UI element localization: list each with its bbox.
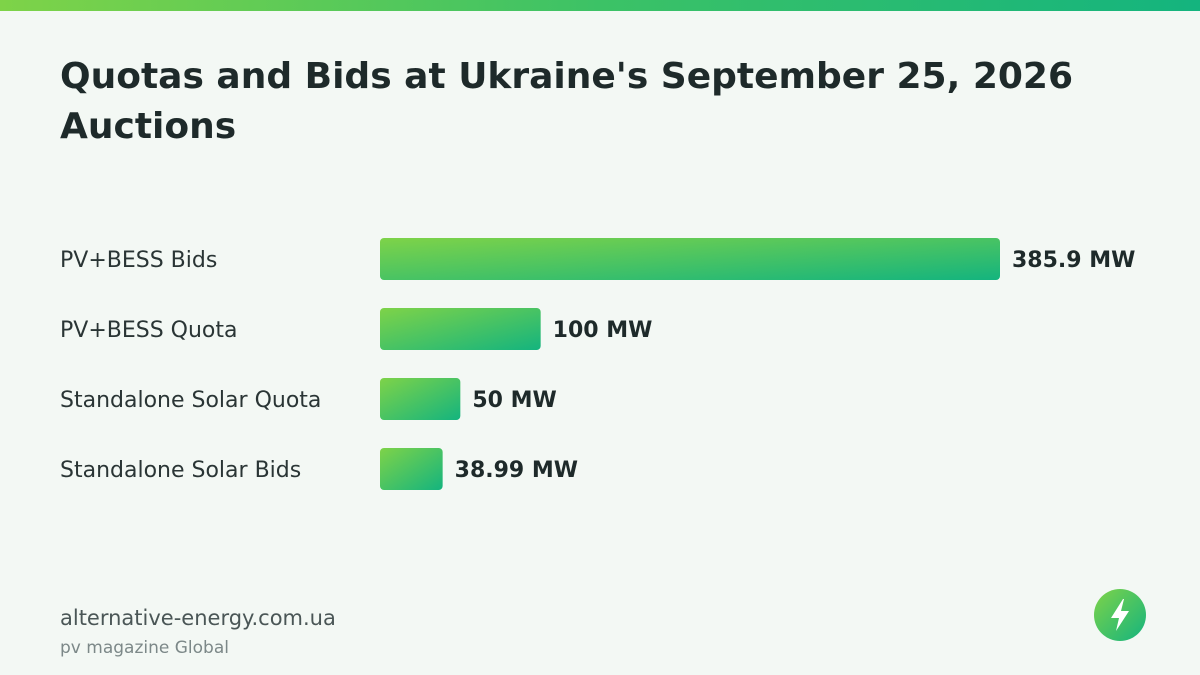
category-label: PV+BESS Bids [60, 248, 217, 273]
value-label: 50 MW [472, 388, 556, 413]
value-label: 100 MW [553, 318, 653, 343]
category-label: Standalone Solar Bids [60, 458, 301, 483]
category-label: PV+BESS Quota [60, 318, 238, 343]
bar [380, 448, 443, 490]
bar [380, 238, 1000, 280]
category-label: Standalone Solar Quota [60, 388, 321, 413]
chart-title: Quotas and Bids at Ukraine's September 2… [60, 56, 1074, 147]
value-label: 38.99 MW [455, 458, 578, 483]
bars-group: PV+BESS Bids 385.9 MW PV+BESS Quota 100 MW S… [60, 238, 1135, 490]
bar [380, 378, 461, 420]
publisher-name: pv magazine Global [60, 638, 229, 658]
source-site: alternative-energy.com.ua [60, 606, 336, 630]
top-accent-bar [0, 0, 1200, 11]
bar [380, 308, 541, 350]
value-label: 385.9 MW [1012, 248, 1135, 273]
lightning-bolt-icon [1094, 589, 1146, 641]
